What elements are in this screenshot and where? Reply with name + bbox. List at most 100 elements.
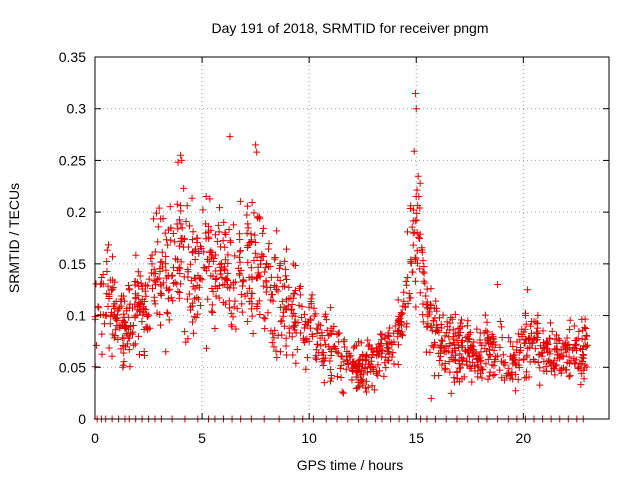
data-point — [148, 260, 156, 268]
data-point — [250, 209, 258, 217]
data-point — [566, 371, 574, 379]
data-point — [161, 229, 169, 237]
data-point — [456, 324, 464, 332]
data-point — [241, 292, 249, 300]
data-point — [328, 348, 336, 355]
data-point — [262, 288, 270, 296]
data-point — [303, 335, 311, 343]
data-point — [319, 361, 327, 369]
data-point — [583, 332, 591, 340]
data-point — [326, 366, 334, 374]
data-point — [571, 342, 579, 350]
data-point — [416, 179, 424, 187]
data-point — [170, 279, 178, 287]
data-point — [152, 209, 160, 217]
data-point — [220, 218, 228, 226]
y-tick-label: 0.3 — [67, 101, 87, 117]
data-point — [518, 332, 526, 340]
data-point — [566, 326, 574, 334]
data-point — [253, 148, 261, 156]
data-point — [319, 348, 327, 356]
data-point — [414, 259, 422, 267]
data-point — [477, 364, 485, 372]
data-point — [273, 354, 281, 362]
data-point — [213, 275, 221, 283]
data-point — [271, 254, 279, 261]
data-point — [303, 322, 311, 330]
data-point — [231, 252, 239, 260]
data-point — [400, 297, 408, 305]
data-point — [280, 322, 288, 330]
data-point — [448, 315, 456, 323]
data-point — [489, 335, 497, 343]
data-point — [418, 246, 426, 254]
data-point — [498, 333, 506, 341]
data-point — [267, 296, 275, 304]
data-point — [497, 323, 505, 331]
data-point — [443, 318, 451, 326]
data-point — [395, 312, 403, 320]
data-point — [481, 311, 489, 319]
data-point — [286, 329, 294, 337]
data-point — [360, 370, 368, 378]
data-point — [165, 226, 173, 234]
data-point — [411, 228, 419, 236]
data-point — [313, 355, 321, 363]
data-point — [157, 290, 165, 298]
data-point — [232, 278, 240, 286]
data-point — [273, 227, 281, 235]
data-point — [334, 373, 342, 381]
data-point — [248, 199, 256, 207]
data-point — [174, 225, 182, 233]
data-point — [118, 334, 126, 342]
data-point — [140, 325, 148, 333]
data-point — [420, 262, 428, 270]
data-point — [250, 257, 258, 265]
data-point — [404, 273, 412, 281]
data-point — [501, 361, 509, 369]
data-point — [436, 314, 444, 322]
data-point — [281, 282, 289, 290]
data-point — [94, 303, 102, 311]
data-point — [376, 330, 384, 338]
data-point — [245, 284, 253, 292]
data-point — [423, 303, 431, 311]
data-point — [350, 358, 358, 366]
data-point — [486, 368, 494, 376]
data-point — [463, 322, 471, 330]
data-point — [162, 348, 170, 356]
x-axis-label: GPS time / hours — [297, 457, 404, 473]
data-point — [260, 314, 268, 322]
data-point — [296, 284, 304, 292]
data-point — [363, 351, 371, 359]
data-point — [515, 348, 523, 356]
data-point — [236, 248, 244, 256]
data-point — [311, 354, 319, 362]
data-point — [298, 303, 306, 311]
data-point — [167, 236, 175, 244]
data-point — [398, 328, 406, 336]
data-point — [318, 329, 326, 337]
data-point — [367, 346, 375, 354]
data-point — [419, 268, 427, 276]
data-point — [352, 342, 360, 350]
data-point — [482, 360, 490, 368]
data-point — [323, 326, 331, 334]
data-point — [174, 266, 182, 274]
data-point — [461, 346, 469, 354]
data-point — [177, 151, 185, 159]
data-point — [582, 331, 590, 339]
data-point — [194, 272, 202, 280]
data-point — [521, 374, 529, 382]
data-point — [377, 340, 385, 348]
data-point — [337, 361, 345, 369]
data-point — [157, 280, 165, 288]
data-point — [407, 294, 415, 302]
data-point — [290, 289, 298, 297]
data-point — [380, 372, 388, 380]
data-point — [123, 304, 131, 312]
data-point — [420, 277, 428, 285]
y-tick-labels: 0 0.05 0.1 0.15 0.2 0.25 0.3 0.35 — [59, 49, 86, 427]
data-point — [227, 321, 235, 329]
data-point — [492, 353, 500, 361]
